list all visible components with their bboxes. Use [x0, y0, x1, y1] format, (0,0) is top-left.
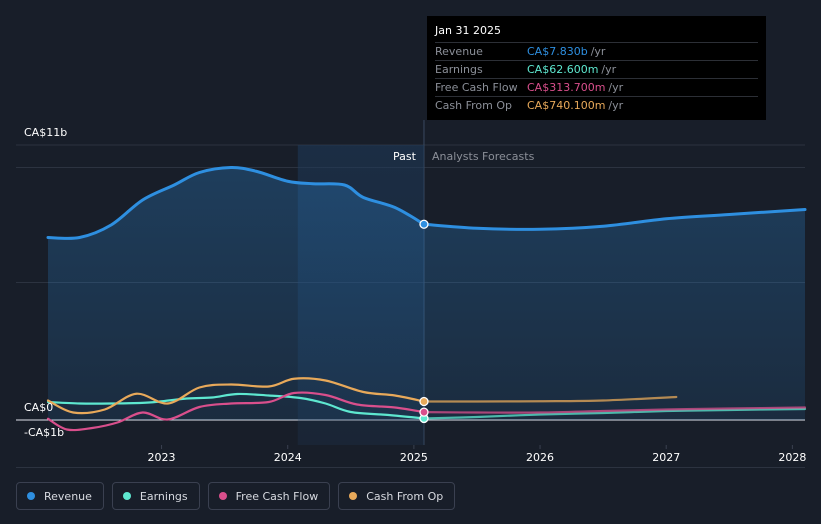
x-tick-label: 2028 [778, 451, 806, 464]
tooltip-label: Revenue [435, 45, 483, 58]
tooltip-value: CA$313.700m [527, 81, 606, 94]
legend-item-free-cash-flow[interactable]: Free Cash Flow [207, 482, 331, 510]
legend-dot-icon [218, 492, 227, 500]
revenue-forecast-line [422, 208, 807, 231]
tooltip-label: Free Cash Flow [435, 81, 518, 94]
tooltip-unit: /yr [608, 99, 624, 112]
area-layer [48, 167, 805, 420]
tooltip-row-free-cash-flow: Free Cash Flow CA$313.700m /yr [435, 78, 758, 96]
cash-from-op-marker [419, 396, 429, 407]
tooltip-label: Earnings [435, 63, 483, 76]
x-tick-label: 2024 [274, 451, 302, 464]
tooltip: Jan 31 2025 Revenue CA$7.830b /yr Earnin… [427, 16, 766, 120]
cash-from-op-forecast-line [422, 395, 678, 403]
legend-item-revenue[interactable]: Revenue [16, 482, 104, 510]
tooltip-unit: /yr [601, 63, 617, 76]
marker-layer [419, 219, 429, 424]
legend-dot-icon [27, 492, 35, 500]
past-label: Past [393, 150, 417, 163]
tooltip-value: CA$740.100m [527, 99, 606, 112]
tooltip-row-revenue: Revenue CA$7.830b /yr [435, 42, 758, 60]
free-cash-flow-forecast-line [422, 406, 807, 414]
legend-dot-icon [122, 492, 131, 500]
tooltip-row-cash-from-op: Cash From Op CA$740.100m /yr [435, 96, 758, 114]
tooltip-date: Jan 31 2025 [435, 24, 501, 37]
legend-dot-icon [349, 492, 358, 500]
tooltip-label: Cash From Op [435, 99, 513, 112]
free-cash-flow-past-line [46, 391, 426, 432]
revenue-area [48, 167, 805, 420]
tooltip-unit: /yr [590, 45, 606, 58]
y-axis-label: CA$11b [24, 126, 67, 139]
x-tick-label: 2026 [526, 451, 554, 464]
label-layer: Past Analysts Forecasts CA$11b CA$0 -CA$1b 20… [24, 126, 806, 464]
revenue-marker [419, 219, 429, 229]
free-cash-flow-marker [419, 407, 429, 417]
tooltip-value: CA$62.600m [527, 63, 599, 76]
legend-item-earnings[interactable]: Earnings [111, 482, 200, 510]
legend: Revenue Earnings Free Cash Flow Cash Fro… [16, 482, 456, 510]
y-axis-label: -CA$1b [24, 426, 64, 439]
revenue-past-line [46, 165, 426, 240]
tooltip-row-earnings: Earnings CA$62.600m /yr [435, 60, 758, 78]
earnings-past-line [46, 392, 426, 420]
legend-label: Free Cash Flow [235, 489, 319, 503]
legend-label: Earnings [139, 489, 188, 503]
x-tick-label: 2023 [148, 451, 176, 464]
legend-item-cash-from-op[interactable]: Cash From Op [338, 482, 456, 510]
y-axis-label: CA$0 [24, 401, 53, 414]
earnings-forecast-line [422, 407, 807, 420]
line-layer [46, 165, 807, 432]
tooltip-unit: /yr [608, 81, 624, 94]
legend-label: Revenue [44, 489, 92, 503]
cash-from-op-past-line [46, 377, 426, 415]
tooltip-value: CA$7.830b [527, 45, 588, 58]
x-tick-label: 2025 [400, 451, 428, 464]
x-tick-label: 2027 [652, 451, 680, 464]
forecast-label: Analysts Forecasts [432, 150, 535, 163]
legend-label: Cash From Op [366, 489, 444, 503]
